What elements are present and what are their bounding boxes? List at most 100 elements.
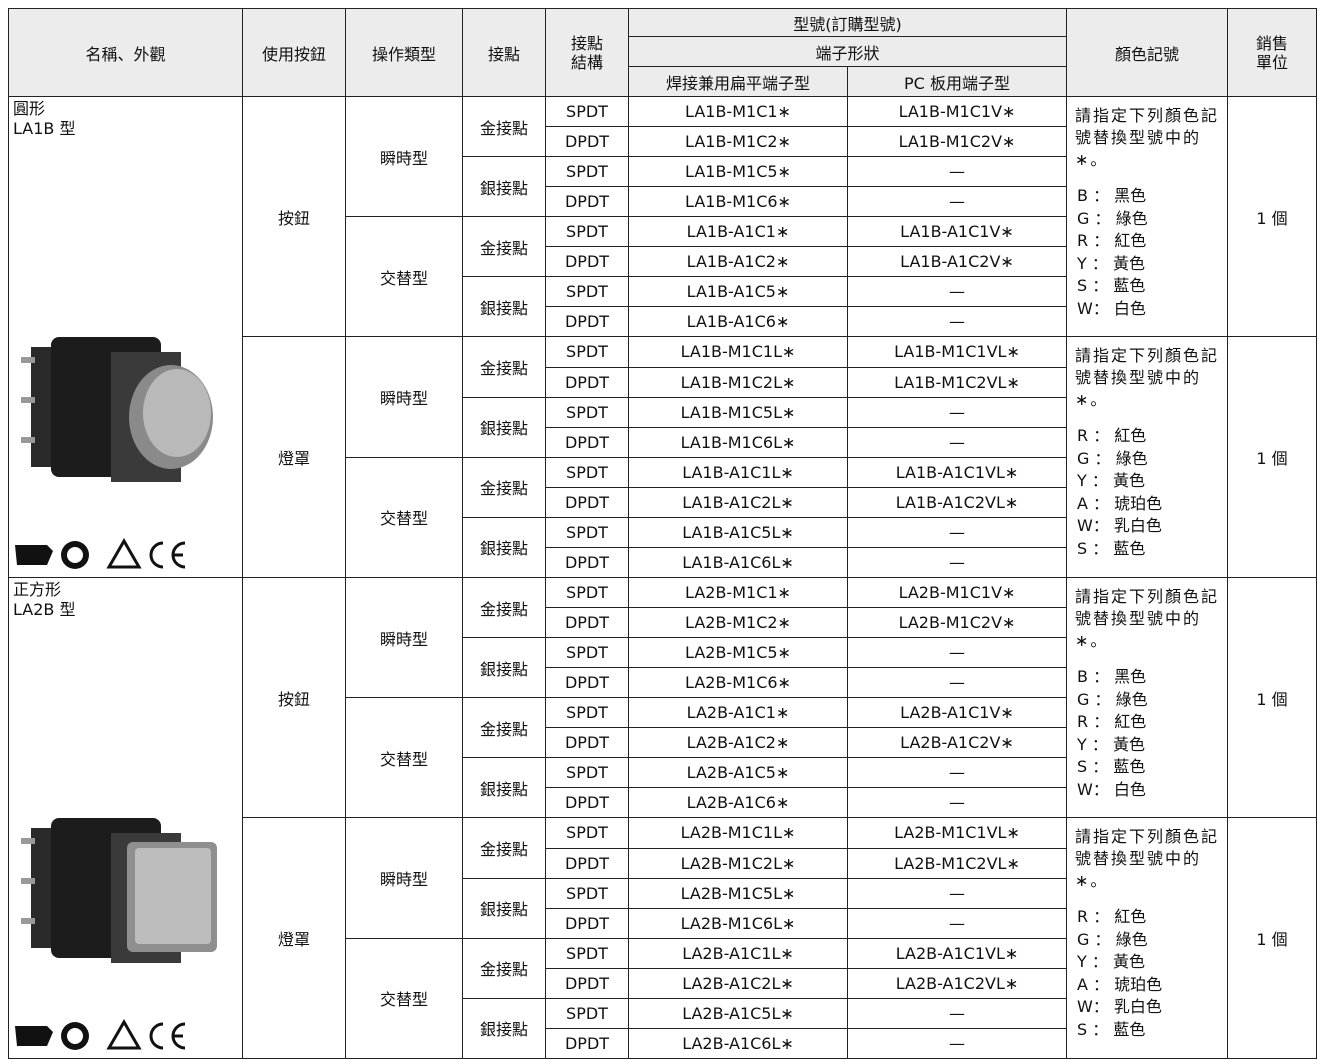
- table-row: 銀接點 SPDT LA1B-A1C5∗ —: [9, 276, 1317, 338]
- table-row: 交替型 金接點 SPDT LA1B-A1C1L∗ LA1B-A1C1VL∗: [9, 456, 1317, 579]
- color-item: A ： 琥珀色: [1077, 974, 1163, 994]
- structure-cell: DPDT: [545, 426, 629, 458]
- structure-cell: DPDT: [545, 667, 629, 699]
- color-item: G ： 綠色: [1077, 929, 1148, 949]
- table-row: DPDT LA2B-A1C2∗ LA2B-A1C2V∗: [9, 727, 1317, 759]
- table-row: DPDT LA2B-A1C6L∗ —: [9, 1028, 1317, 1059]
- structure-cell: DPDT: [545, 306, 629, 338]
- name-cell: 正方形 LA2B 型: [8, 577, 243, 1059]
- name-box: 正方形 LA2B 型: [10, 579, 242, 1058]
- contact-cell: 銀接點: [462, 155, 546, 218]
- model-cell: LA1B-A1C2∗: [628, 246, 848, 278]
- header-cell: 焊接兼用扁平端子型: [628, 66, 848, 97]
- model-cell: LA1B-A1C2L∗: [628, 486, 848, 518]
- model-cell: LA1B-A1C6∗: [628, 306, 848, 338]
- structure-cell: DPDT: [545, 907, 629, 939]
- structure-cell: DPDT: [545, 727, 629, 759]
- table-row: 銀接點 SPDT LA2B-A1C5L∗ —: [9, 997, 1317, 1060]
- structure-cell: SPDT: [545, 877, 629, 909]
- model-cell: LA1B-A1C5L∗: [628, 516, 848, 549]
- color-note: 請指定下列顏色記號替換型號中的∗。: [1075, 106, 1220, 169]
- model-cell: LA1B-M1C2L∗: [628, 366, 848, 398]
- table-row: DPDT LA1B-A1C6L∗ —: [9, 547, 1317, 578]
- header-cell: 使用按鈕: [242, 8, 346, 97]
- model-cell: —: [847, 396, 1067, 428]
- model-cell: LA2B-M1C2V∗: [847, 607, 1067, 638]
- color-item: R ： 紅色: [1077, 907, 1147, 927]
- color-cell: 請指定下列顏色記號替換型號中的∗。 B ： 黑色 G ： 綠色 R ： 紅色 Y ： 黃…: [1066, 95, 1228, 338]
- name-cell: 圓形 LA1B 型: [8, 96, 243, 578]
- model-cell: LA2B-A1C6L∗: [628, 1028, 848, 1059]
- model-cell: LA1B-A1C5∗: [628, 276, 848, 308]
- table-row: 銀接點 SPDT LA2B-M1C5∗ —: [9, 636, 1317, 699]
- header-cell: PC 板用端子型: [847, 66, 1067, 97]
- model-cell: LA2B-M1C2L∗: [628, 847, 848, 879]
- table-header: 名稱、外觀 使用按鈕 操作類型 接點 接點結構 型號(訂購型號) 顏色記號 銷售…: [8, 8, 1317, 97]
- structure-cell: SPDT: [545, 336, 629, 368]
- table-row: DPDT LA2B-M1C6L∗ —: [9, 907, 1317, 939]
- model-cell: LA1B-M1C1V∗: [847, 96, 1067, 127]
- structure-cell: DPDT: [545, 607, 629, 638]
- contact-cell: 金接點: [462, 937, 546, 999]
- contact-cell: 銀接點: [462, 516, 546, 579]
- model-cell: —: [847, 1028, 1067, 1059]
- model-cell: LA2B-A1C5L∗: [628, 997, 848, 1030]
- operation-cell: 瞬時型: [345, 95, 463, 218]
- model-cell: LA1B-A1C1L∗: [628, 456, 848, 488]
- color-list: R ： 紅色 G ： 綠色 Y ： 黃色 A ： 琥珀色 W： 乳白色 S ： 藍色: [1075, 906, 1227, 1041]
- color-item: Y ： 黃色: [1077, 734, 1145, 754]
- model-cell: LA2B-A1C1L∗: [628, 937, 848, 969]
- certification-marks: [15, 1018, 186, 1050]
- model-cell: LA2B-M1C5L∗: [628, 877, 848, 909]
- table-row: 銀接點 SPDT LA1B-M1C5∗ —: [9, 155, 1317, 218]
- operation-cell: 瞬時型: [345, 336, 463, 458]
- color-item: W： 乳白色: [1077, 516, 1162, 536]
- certification-marks: [15, 537, 186, 569]
- header-cell: 名稱、外觀: [8, 8, 243, 97]
- color-note: 請指定下列顏色記號替換型號中的∗。: [1075, 827, 1220, 891]
- color-item: R ： 紅色: [1077, 231, 1147, 250]
- color-note: 請指定下列顏色記號替換型號中的∗。: [1075, 346, 1220, 410]
- model-cell: LA1B-M1C2V∗: [847, 126, 1067, 157]
- model-cell: —: [847, 787, 1067, 819]
- model-cell: LA2B-M1C6∗: [628, 667, 848, 699]
- model-cell: —: [847, 276, 1067, 308]
- model-cell: LA1B-M1C5L∗: [628, 396, 848, 428]
- color-item: G ： 綠色: [1077, 689, 1148, 709]
- model-cell: LA1B-M1C2∗: [628, 126, 848, 157]
- structure-cell: SPDT: [545, 636, 629, 669]
- color-item: R ： 紅色: [1077, 426, 1147, 446]
- contact-cell: 金接點: [462, 96, 546, 157]
- structure-cell: DPDT: [545, 366, 629, 398]
- name-box: 圓形 LA1B 型: [10, 98, 242, 577]
- structure-cell: SPDT: [545, 997, 629, 1030]
- button-cell: 按鈕: [242, 95, 346, 338]
- table-row: DPDT LA2B-A1C2L∗ LA2B-A1C2VL∗: [9, 967, 1317, 999]
- color-item: G ： 綠色: [1077, 208, 1148, 228]
- model-cell: —: [847, 426, 1067, 458]
- header-row: 端子形狀: [9, 36, 1317, 67]
- header-cell: 接點: [462, 8, 546, 97]
- header-cell: 操作類型: [345, 8, 463, 97]
- name-text: 圓形 LA1B 型: [13, 99, 75, 139]
- button-cell: 燈罩: [242, 336, 346, 578]
- model-cell: LA2B-M1C2∗: [628, 607, 848, 638]
- header-cell: 接點結構: [545, 8, 629, 97]
- color-item: S ： 藍色: [1077, 1019, 1146, 1039]
- structure-cell: SPDT: [545, 216, 629, 248]
- color-cell: 請指定下列顏色記號替換型號中的∗。 R ： 紅色 G ： 綠色 Y ： 黃色 A ： 琥…: [1066, 817, 1228, 1059]
- structure-cell: SPDT: [545, 396, 629, 428]
- header-row: 名稱、外觀 使用按鈕 操作類型 接點 接點結構 型號(訂購型號) 顏色記號 銷售…: [8, 8, 1317, 97]
- contact-cell: 金接點: [462, 456, 546, 518]
- table-row: 燈罩 瞬時型 金接點 SPDT LA1B-M1C1L∗ LA1B-M1C1VL∗ 請指定下列…: [9, 336, 1317, 578]
- model-cell: LA2B-A1C5∗: [628, 757, 848, 789]
- table-row: 交替型 金接點 SPDT LA2B-A1C1L∗ LA2B-A1C1VL∗: [9, 937, 1317, 1060]
- model-cell: LA2B-M1C1∗: [628, 577, 848, 608]
- color-item: Y ： 黃色: [1077, 471, 1145, 491]
- operation-cell: 交替型: [345, 216, 463, 338]
- unit-cell: 1 個: [1227, 576, 1317, 819]
- structure-cell: DPDT: [545, 967, 629, 999]
- table-row: 交替型 金接點 SPDT LA2B-A1C1∗ LA2B-A1C1V∗: [9, 697, 1317, 819]
- structure-cell: SPDT: [545, 937, 629, 969]
- structure-cell: DPDT: [545, 246, 629, 278]
